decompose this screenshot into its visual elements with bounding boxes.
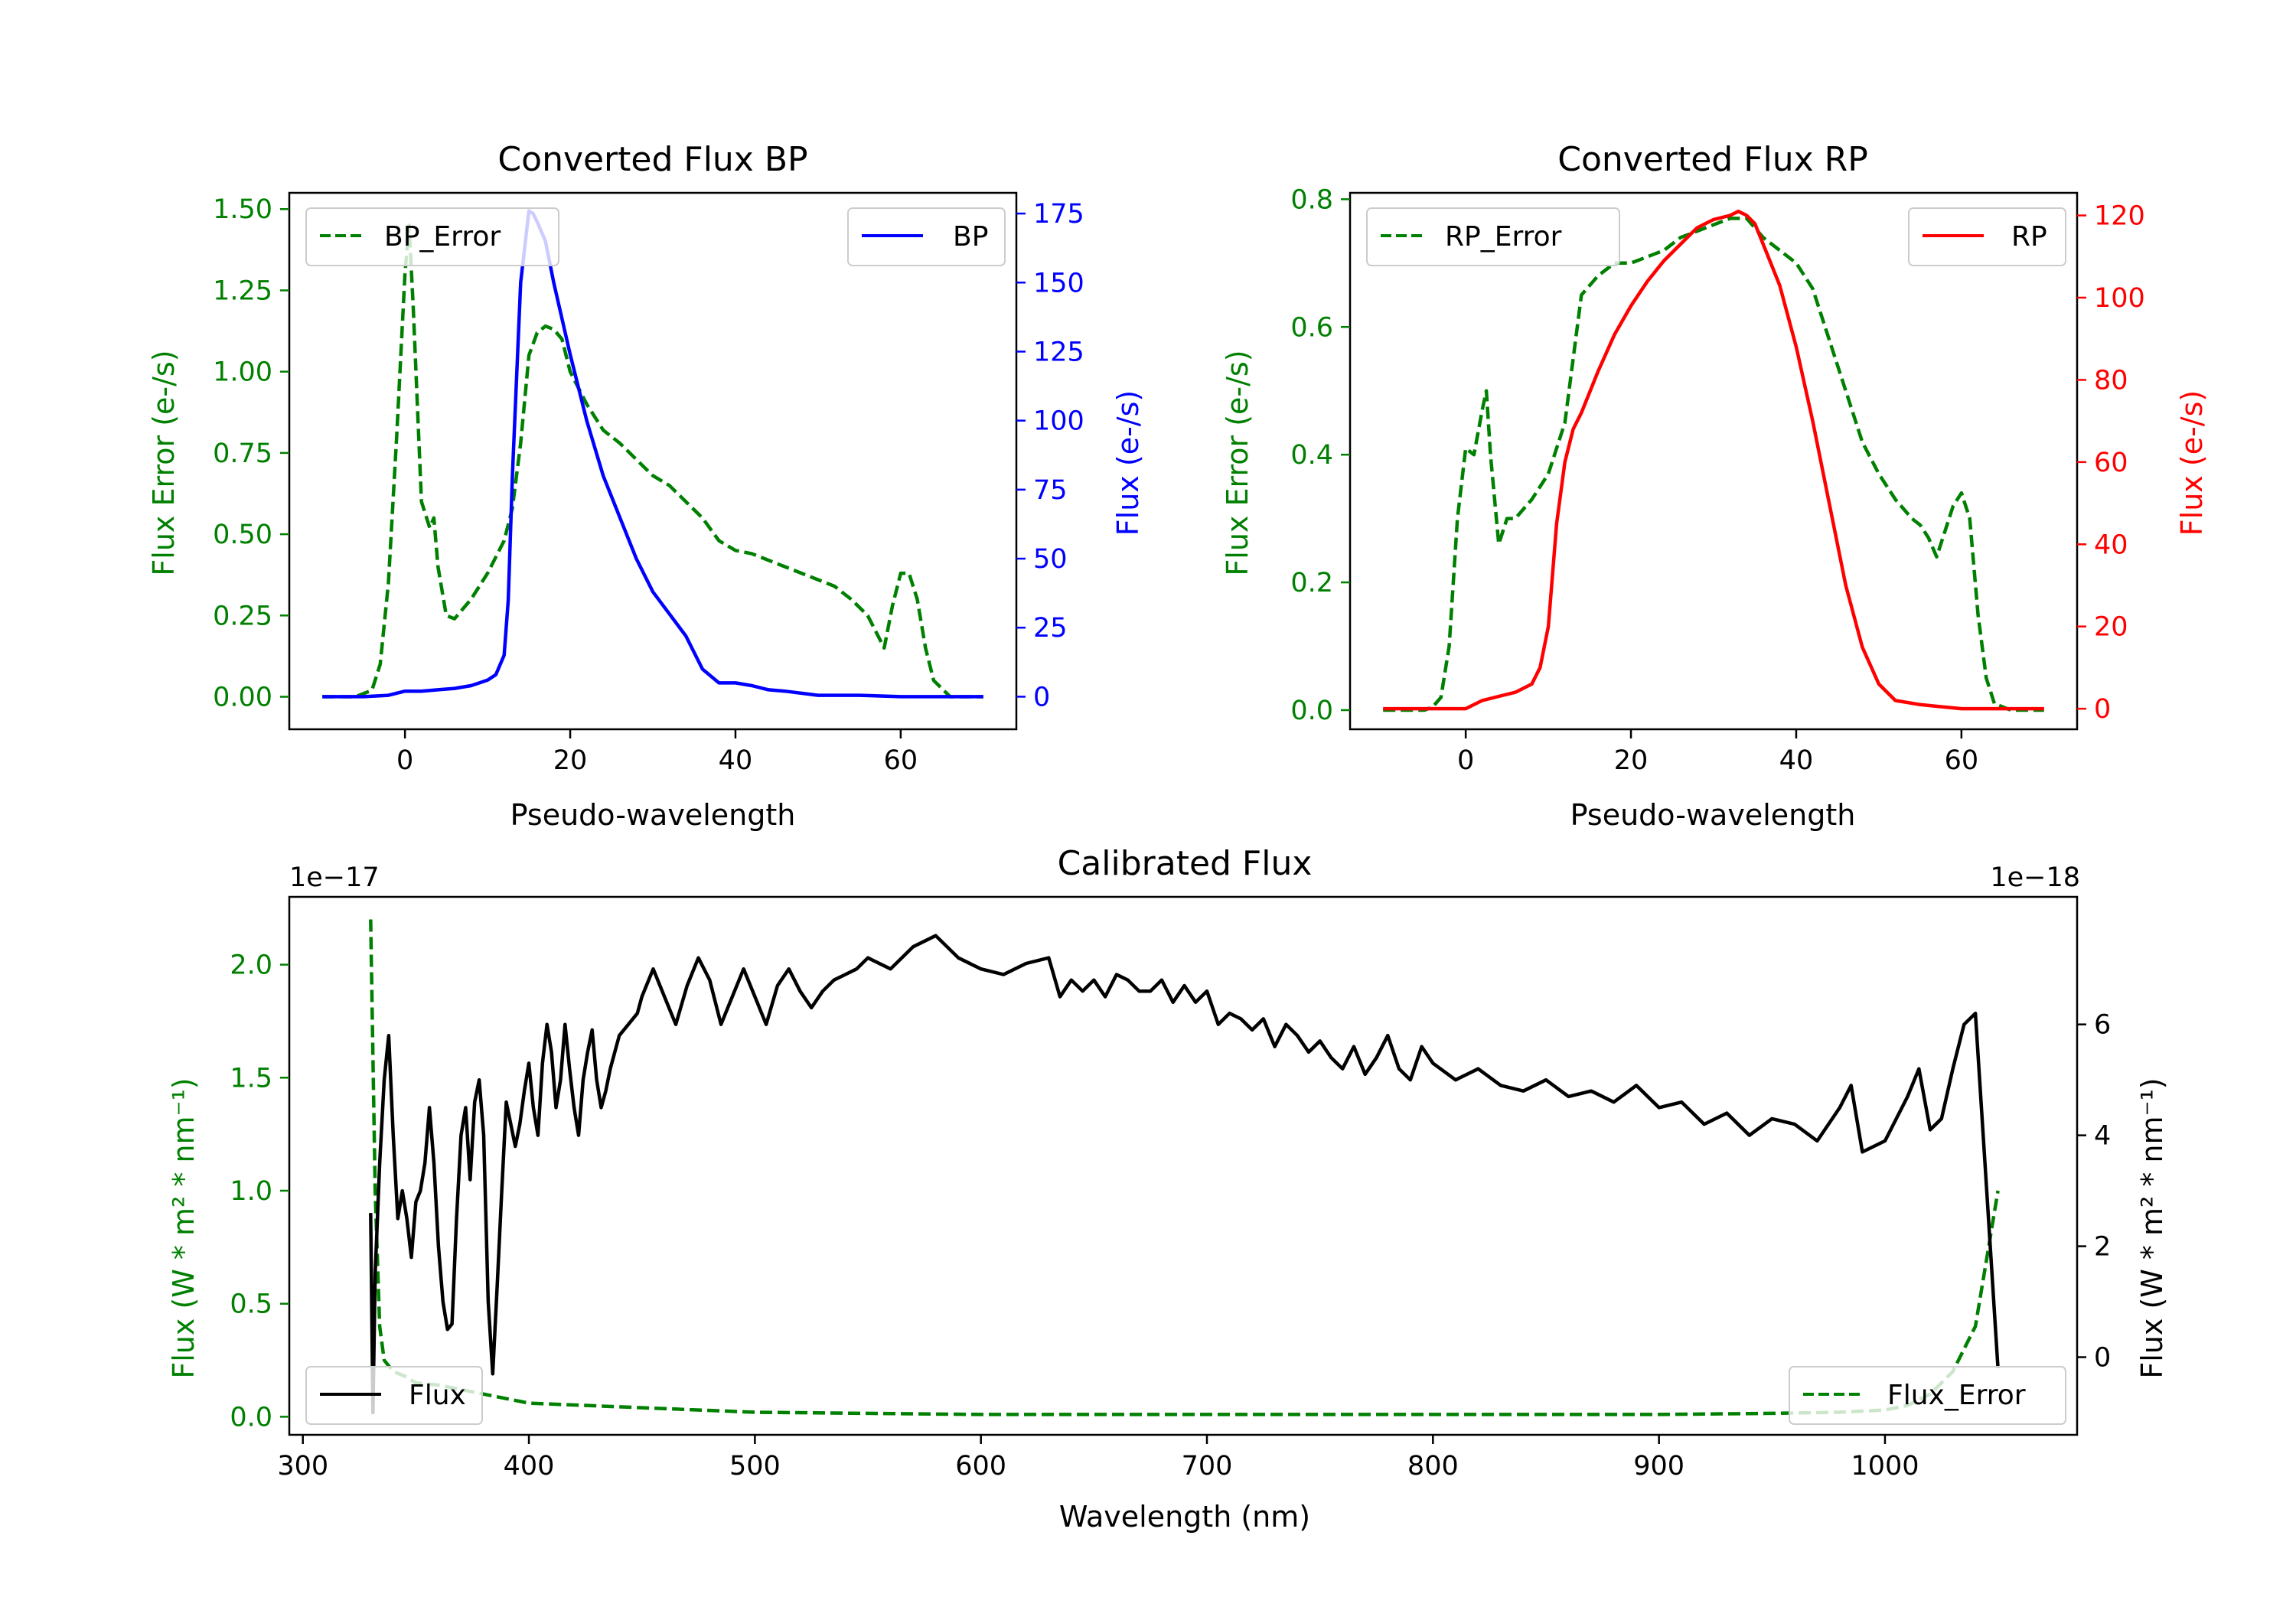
bp-ytick-left-label: 1.00: [213, 357, 272, 388]
svg-text:RP: RP: [2011, 221, 2047, 253]
bp-xtick-label: 40: [719, 745, 753, 776]
cal-series-flux-error: [369, 919, 2000, 1416]
rp-ylabel-right: Flux (e-/s): [2175, 390, 2209, 536]
cal-ytick-left-label: 0.5: [230, 1289, 272, 1320]
cal-xtick-label: 300: [277, 1451, 328, 1482]
bp-ytick-right-label: 75: [1033, 475, 1068, 506]
bp-ytick-right-label: 50: [1033, 544, 1068, 575]
bp-ytick-right-label: 150: [1033, 268, 1084, 298]
rp-ytick-right-label: 20: [2094, 612, 2128, 643]
rp-ytick-left-label: 0.4: [1290, 440, 1333, 471]
bp-xtick-label: 0: [396, 745, 413, 776]
bp-xtick-label: 20: [553, 745, 588, 776]
cal-ytick-left-label: 1.0: [230, 1176, 272, 1207]
rp-xtick-label: 40: [1779, 745, 1814, 776]
bp-ytick-left-label: 0.75: [213, 438, 272, 469]
rp-ytick-right-label: 100: [2094, 283, 2145, 314]
cal-xtick-label: 900: [1633, 1451, 1684, 1482]
bp-xlabel: Pseudo-wavelength: [510, 798, 796, 832]
bp-xtick-label: 60: [884, 745, 918, 776]
cal-legend-right: Flux_Error: [1789, 1366, 2066, 1425]
rp-xtick-label: 60: [1945, 745, 1979, 776]
cal-xtick-label: 600: [955, 1451, 1006, 1482]
bp-ytick-right-label: 125: [1033, 337, 1084, 367]
bp-ytick-left-label: 0.00: [213, 683, 272, 713]
rp-xlabel: Pseudo-wavelength: [1570, 798, 1856, 832]
bp-series-bp: [322, 209, 983, 699]
rp-ytick-left-label: 0.8: [1290, 184, 1333, 215]
bp-ylabel-right: Flux (e-/s): [1111, 390, 1145, 536]
cal-xtick-label: 500: [729, 1451, 781, 1482]
cal-xtick-label: 800: [1407, 1451, 1459, 1482]
cal-ytick-right-label: 6: [2094, 1010, 2111, 1041]
bp-ytick-left-label: 1.25: [213, 275, 272, 306]
cal-ytick-left-label: 1.5: [230, 1063, 272, 1094]
rp-legend-left: RP_Error: [1366, 207, 1620, 266]
rp-series-rp-error: [1383, 217, 2044, 712]
cal-title: Calibrated Flux: [1058, 844, 1313, 883]
rp-title: Converted Flux RP: [1557, 140, 1868, 179]
bp-ytick-left-label: 0.50: [213, 520, 272, 550]
cal-ytick-right-label: 0: [2094, 1343, 2111, 1374]
rp-xtick-label: 20: [1614, 745, 1649, 776]
cal-ylabel-right: Flux (W * m² * nm⁻¹): [2135, 1077, 2169, 1378]
rp-ytick-right-label: 120: [2094, 201, 2145, 232]
cal-frame: [288, 895, 2079, 1436]
rp-ytick-right-label: 0: [2094, 694, 2111, 725]
bp-ylabel: Flux Error (e-/s): [147, 350, 181, 575]
cal-exp-right: 1e−18: [1990, 862, 2080, 893]
cal-ytick-left-label: 2.0: [230, 950, 272, 981]
rp-ytick-left-label: 0.0: [1290, 696, 1333, 726]
bp-series-bp-error: [322, 223, 983, 699]
bp-legend-right: BP: [847, 207, 1006, 266]
rp-ylabel: Flux Error (e-/s): [1221, 350, 1254, 575]
rp-ytick-right-label: 60: [2094, 448, 2128, 478]
rp-xtick-label: 0: [1457, 745, 1474, 776]
bp-ytick-right-label: 100: [1033, 406, 1084, 437]
bp-frame: [288, 191, 1018, 731]
svg-text:RP_Error: RP_Error: [1445, 221, 1562, 253]
bp-ytick-left-label: 0.25: [213, 601, 272, 631]
cal-legend-left: Flux: [305, 1366, 483, 1425]
rp-ytick-left-label: 0.2: [1290, 568, 1333, 598]
rp-series-rp: [1383, 209, 2044, 711]
svg-text:BP: BP: [953, 221, 988, 253]
cal-xtick-label: 700: [1182, 1451, 1233, 1482]
rp-panel: 0 20 40 60 0.0 0.2 0.4 0.6 0.8 0 20 40 60 80 100 120: [1290, 184, 2144, 776]
bp-legend-left: BP_Error: [305, 207, 559, 266]
bp-panel: 0 20 40 60 0.00 0.25 0.50 0.75 1.00 1.25 1.50 0 25 50…: [213, 191, 1084, 776]
svg-text:Flux: Flux: [409, 1380, 466, 1411]
svg-text:BP_Error: BP_Error: [384, 221, 501, 253]
cal-series-flux: [369, 934, 2000, 1415]
cal-xlabel: Wavelength (nm): [1059, 1500, 1310, 1534]
cal-xtick-label: 400: [504, 1451, 555, 1482]
cal-ytick-right-label: 2: [2094, 1232, 2111, 1263]
bp-ytick-right-label: 0: [1033, 682, 1050, 712]
rp-frame: [1349, 191, 2079, 731]
cal-ytick-right-label: 4: [2094, 1121, 2111, 1152]
bp-ytick-right-label: 175: [1033, 199, 1084, 230]
cal-exp-left: 1e−17: [289, 862, 380, 893]
bp-title: Converted Flux BP: [497, 140, 807, 179]
svg-text:Flux_Error: Flux_Error: [1887, 1380, 2026, 1411]
cal-xtick-label: 1000: [1851, 1451, 1919, 1482]
cal-ytick-left-label: 0.0: [230, 1402, 272, 1433]
rp-legend-right: RP: [1908, 207, 2066, 266]
rp-ytick-right-label: 40: [2094, 530, 2128, 560]
rp-ytick-left-label: 0.6: [1290, 312, 1333, 343]
cal-ylabel: Flux (W * m² * nm⁻¹): [167, 1077, 201, 1378]
bp-ytick-right-label: 25: [1033, 613, 1068, 644]
rp-ytick-right-label: 80: [2094, 365, 2128, 396]
bp-ytick-left-label: 1.50: [213, 194, 272, 225]
